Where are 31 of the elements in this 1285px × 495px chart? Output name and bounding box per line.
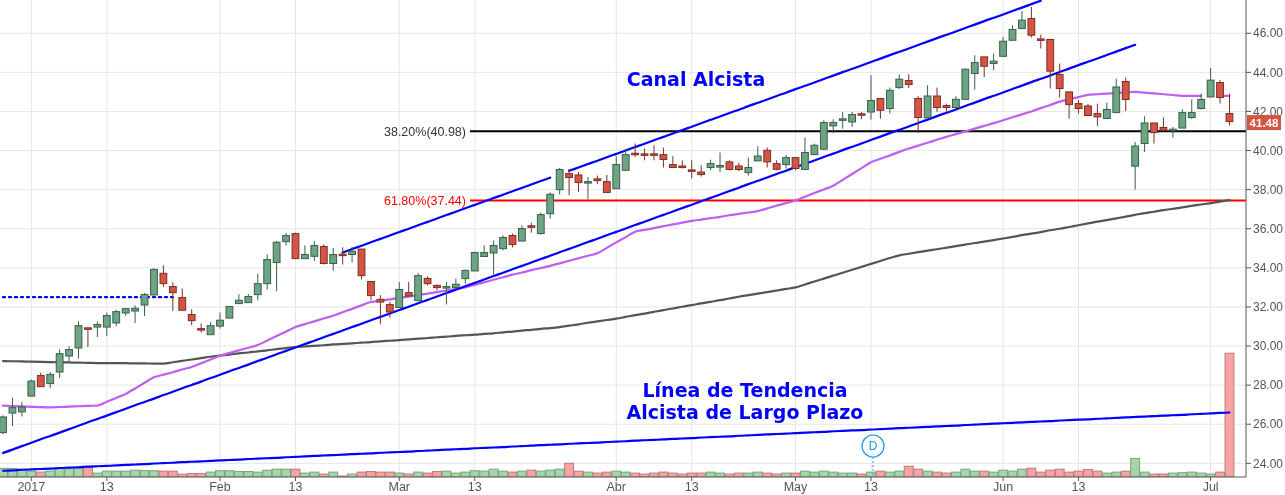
x-tick-label: Abr [606, 480, 626, 494]
x-tick-label: 2017 [17, 480, 46, 494]
x-tick-label: 13 [864, 480, 878, 494]
y-tick-label: 44.00 [1253, 65, 1284, 80]
y-tick-label: 28.00 [1253, 378, 1284, 393]
x-tick-label: 13 [1071, 480, 1086, 494]
ref-line-label: 61.80%(37.44) [383, 193, 466, 208]
y-tick-label: 30.00 [1253, 339, 1284, 354]
annotation: Canal Alcista [626, 68, 766, 90]
annotation: D [868, 439, 878, 454]
y-tick-label: 32.00 [1253, 300, 1284, 315]
x-tick-label: Mar [388, 480, 411, 494]
x-tick-label: 13 [467, 480, 482, 494]
x-tick-label: 13 [288, 480, 303, 494]
y-tick-label: 34.00 [1253, 261, 1284, 276]
annotation: Línea de Tendencia Alcista de Largo Plazo [626, 379, 864, 423]
y-tick-label: 46.00 [1253, 26, 1284, 41]
y-tick-label: 26.00 [1253, 417, 1284, 432]
y-tick-label: 40.00 [1253, 143, 1284, 158]
y-tick-label: 24.00 [1253, 456, 1284, 471]
y-tick-label: 36.00 [1253, 221, 1284, 236]
x-tick-label: 13 [684, 480, 699, 494]
annotation: 41.48 [1249, 116, 1279, 129]
y-tick-label: 42.00 [1253, 104, 1284, 119]
ref-line-label: 38.20%(40.98) [383, 124, 466, 139]
x-tick-label: Feb [209, 480, 231, 494]
x-tick-label: Jun [992, 480, 1014, 494]
y-tick-label: 38.00 [1253, 182, 1284, 197]
x-tick-label: May [783, 480, 809, 494]
x-tick-label: Jul [1202, 480, 1219, 494]
x-tick-label: 13 [99, 480, 114, 494]
